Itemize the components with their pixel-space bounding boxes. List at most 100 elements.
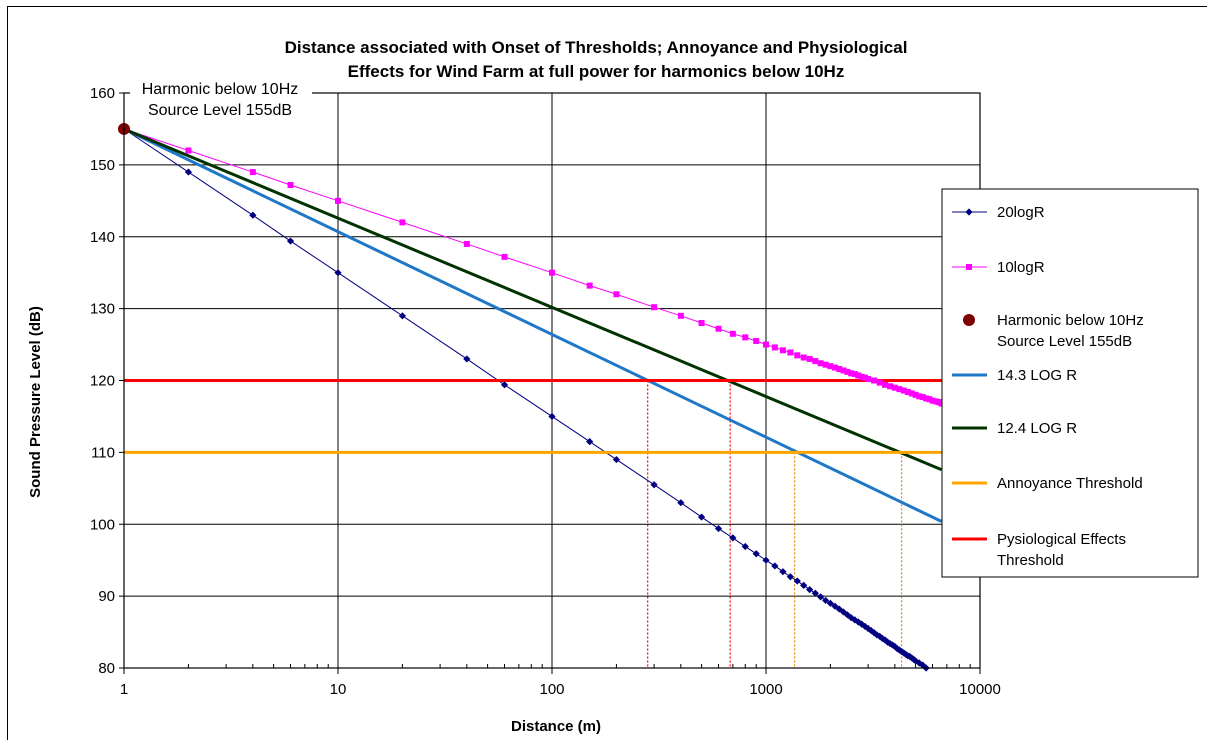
marker-20logR — [741, 542, 749, 551]
y-tick-label: 80 — [98, 660, 115, 677]
marker-10logR — [855, 372, 862, 379]
series-line-4 — [123, 127, 942, 472]
marker-20logR — [612, 455, 621, 464]
marker-10logR — [677, 312, 684, 319]
marker-20logR — [822, 596, 830, 605]
legend-label: Harmonic below 10Hz — [997, 312, 1144, 329]
marker-10logR — [919, 394, 926, 401]
marker-10logR — [698, 320, 705, 326]
legend-label: 14.3 LOG R — [997, 367, 1077, 384]
marker-10logR — [613, 291, 620, 298]
annotation-background — [130, 75, 312, 123]
marker-10logR — [861, 374, 868, 381]
marker-20logR — [586, 437, 594, 446]
marker-10logR — [651, 304, 658, 311]
marker-10logR — [858, 373, 865, 380]
marker-10logR — [763, 341, 769, 348]
marker-10logR — [806, 355, 813, 362]
legend-label: 10logR — [997, 259, 1045, 276]
marker-20logR — [500, 381, 509, 389]
y-tick-label: 150 — [90, 157, 115, 174]
marker-20logR — [817, 593, 825, 601]
x-axis-title: Distance (m) — [511, 718, 601, 735]
chart-title-line-2: Effects for Wind Farm at full power for … — [348, 62, 845, 81]
marker-10logR — [729, 330, 736, 337]
legend-swatch — [963, 314, 975, 326]
legend-label: Pysiological Effects — [997, 531, 1126, 548]
marker-10logR — [787, 349, 794, 356]
marker-10logR — [891, 384, 898, 391]
marker-10logR — [715, 325, 722, 332]
marker-20logR — [771, 562, 779, 570]
marker-20logR — [800, 581, 808, 589]
legend-item: Pysiological Effects Threshold — [952, 531, 1126, 569]
annotation-line-1: Harmonic below 10Hz — [142, 81, 299, 98]
marker-20logR — [398, 312, 407, 320]
legend-label: 12.4 LOG R — [997, 420, 1077, 437]
marker-10logR — [865, 376, 872, 383]
legend-item: 20logR — [952, 204, 1045, 221]
marker-10logR — [916, 393, 923, 400]
marker-10logR — [287, 182, 294, 188]
marker-10logR — [827, 363, 834, 370]
marker-20logR — [729, 534, 737, 542]
marker-10logR — [926, 396, 933, 403]
legend-label: Threshold — [997, 552, 1064, 569]
marker-20logR — [184, 168, 193, 176]
y-tick-label: 120 — [90, 373, 115, 390]
marker-10logR — [923, 395, 930, 402]
legend-marker — [966, 264, 972, 270]
marker-20logR — [854, 618, 862, 626]
marker-10logR — [249, 169, 256, 176]
marker-20logR — [881, 636, 889, 644]
marker-10logR — [399, 219, 406, 226]
marker-10logR — [794, 352, 801, 359]
marker-20logR — [878, 634, 887, 643]
marker-20logR — [873, 631, 881, 639]
y-tick-label: 90 — [98, 588, 115, 605]
legend-marker — [965, 208, 973, 216]
x-tick-label: 10 — [330, 681, 347, 698]
legend-item: 14.3 LOG R — [952, 367, 1077, 384]
marker-10logR — [882, 381, 889, 388]
marker-10logR — [836, 366, 843, 372]
marker-20logR — [677, 499, 685, 507]
y-axis-title: Sound Pressure Level (dB) — [27, 306, 44, 498]
source-level-annotation: Harmonic below 10Hz Source Level 155dB — [130, 75, 312, 123]
legend-item: 10logR — [952, 259, 1045, 276]
annotation-line-2: Source Level 155dB — [148, 102, 292, 119]
marker-20logR — [650, 481, 658, 489]
marker-10logR — [779, 347, 786, 354]
legend-label: Source Level 155dB — [997, 333, 1132, 350]
marker-10logR — [586, 282, 593, 289]
chart-legend: 20logR 10logR Harmonic below 10Hz Source Le… — [941, 188, 1199, 578]
marker-10logR — [929, 397, 936, 404]
y-tick-label: 110 — [91, 444, 115, 461]
marker-10logR — [185, 147, 192, 154]
marker-20logR — [762, 556, 770, 564]
legend-item: Harmonic below 10Hz Source Level 155dB — [963, 312, 1144, 350]
marker-20logR — [334, 269, 342, 277]
marker-20logR — [548, 412, 556, 421]
x-tick-label: 1000 — [749, 681, 782, 698]
marker-20logR — [826, 599, 835, 607]
marker-10logR — [501, 253, 508, 260]
marker-10logR — [851, 371, 858, 378]
x-tick-label: 1 — [120, 681, 128, 698]
marker-10logR — [840, 367, 847, 374]
x-tick-label: 100 — [539, 681, 564, 698]
marker-20logR — [891, 642, 899, 651]
x-axis-ticks: 1 10 100 1000 10000 — [120, 664, 1001, 698]
marker-20logR — [811, 589, 819, 597]
marker-20logR — [463, 355, 471, 363]
marker-10logR — [908, 390, 915, 397]
marker-10logR — [848, 370, 855, 377]
marker-10logR — [463, 240, 470, 247]
chart-frame: Distance associated with Onset of Thresh… — [7, 6, 1208, 741]
marker-10logR — [938, 400, 945, 407]
y-tick-label: 100 — [90, 516, 115, 533]
marker-10logR — [549, 269, 555, 276]
chart-svg: Distance associated with Onset of Thresh… — [8, 7, 1208, 741]
marker-20logR — [786, 573, 794, 581]
marker-10logR — [831, 364, 838, 371]
